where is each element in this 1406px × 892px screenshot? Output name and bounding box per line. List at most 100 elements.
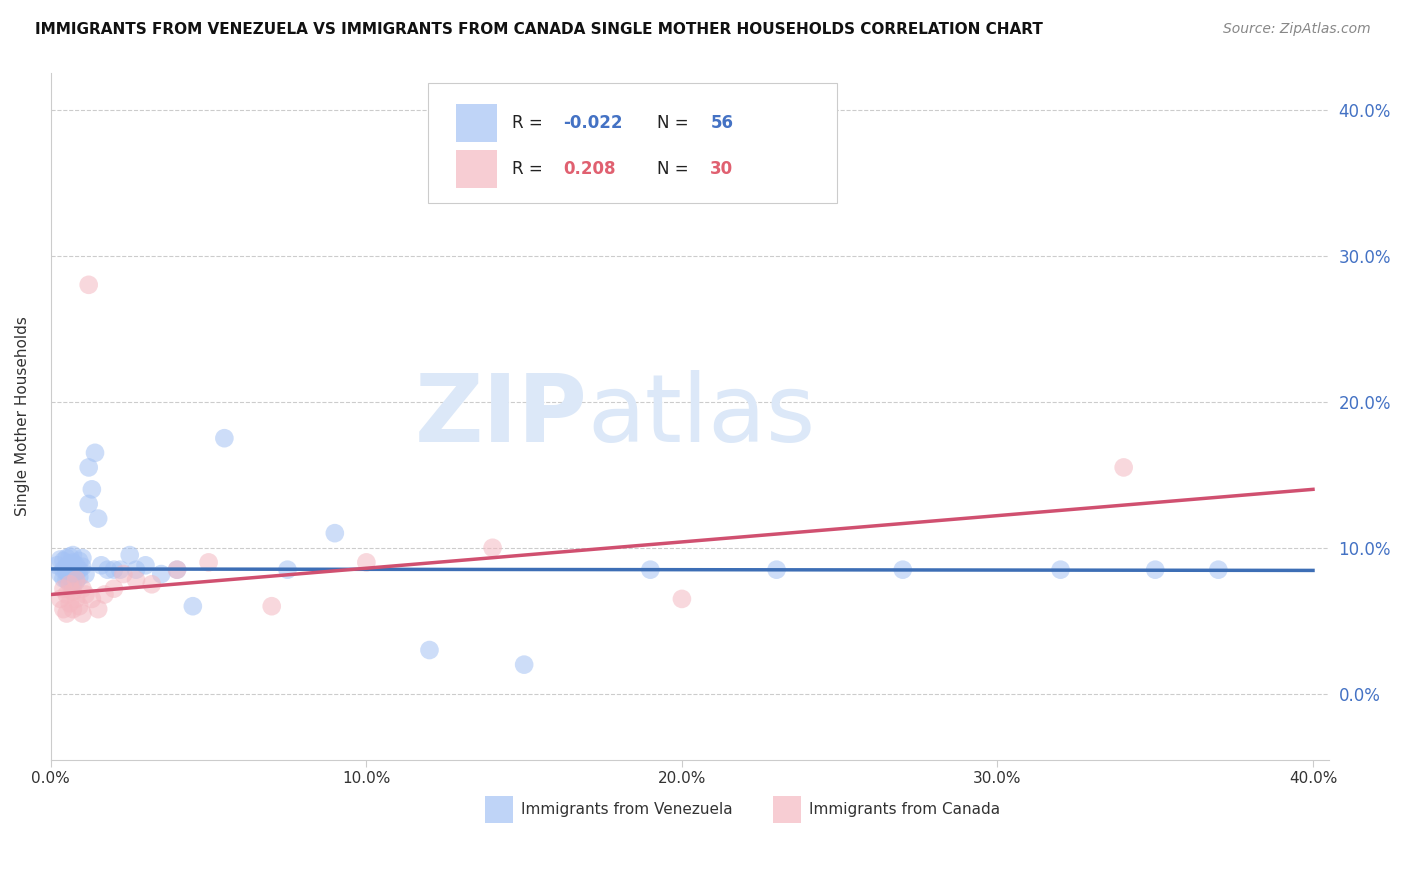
Point [55, 566, 77, 580]
Point [46, 558, 69, 573]
Point [1049, 563, 1071, 577]
Point [112, 567, 135, 582]
Point [75, 567, 97, 582]
Text: -0.022: -0.022 [564, 114, 623, 132]
Point [59, 557, 82, 571]
Text: N =: N = [657, 114, 693, 132]
Point [77, 497, 100, 511]
Point [197, 555, 219, 569]
FancyBboxPatch shape [427, 83, 837, 203]
Point [97, 563, 120, 577]
Point [65, 591, 87, 606]
Point [118, 548, 141, 562]
Point [103, 582, 125, 596]
Point [323, 526, 346, 541]
Point [671, 591, 693, 606]
Point [67, 563, 90, 577]
FancyBboxPatch shape [773, 796, 801, 823]
Point [166, 563, 188, 577]
Point [87, 602, 110, 616]
Point [62, 602, 84, 616]
Point [72, 559, 94, 574]
Point [80, 591, 103, 606]
Point [65, 574, 87, 589]
Point [49, 567, 72, 582]
Point [52, 563, 75, 577]
Point [59, 549, 82, 564]
Point [52, 554, 75, 568]
Point [55, 607, 77, 621]
Point [72, 607, 94, 621]
Text: Source: ZipAtlas.com: Source: ZipAtlas.com [1223, 22, 1371, 37]
Point [84, 446, 107, 460]
Point [80, 483, 103, 497]
Point [75, 588, 97, 602]
Point [62, 548, 84, 562]
Point [166, 563, 188, 577]
Point [72, 551, 94, 566]
Point [65, 566, 87, 580]
Point [62, 561, 84, 575]
Point [55, 551, 77, 566]
Point [110, 563, 132, 577]
Point [49, 591, 72, 606]
Point [214, 431, 236, 445]
Point [260, 599, 283, 614]
Text: 0.208: 0.208 [564, 160, 616, 178]
Point [67, 554, 90, 568]
Point [1144, 563, 1167, 577]
Point [765, 563, 787, 577]
Point [77, 460, 100, 475]
Point [65, 573, 87, 587]
Text: R =: R = [512, 114, 548, 132]
Point [59, 564, 82, 578]
Point [891, 563, 914, 577]
Point [276, 563, 298, 577]
Text: Immigrants from Venezuela: Immigrants from Venezuela [522, 802, 733, 817]
Text: ZIP: ZIP [415, 370, 588, 462]
Point [52, 571, 75, 585]
Point [125, 573, 148, 587]
Point [59, 570, 82, 584]
Point [65, 558, 87, 573]
Point [90, 558, 112, 573]
Text: IMMIGRANTS FROM VENEZUELA VS IMMIGRANTS FROM CANADA SINGLE MOTHER HOUSEHOLDS COR: IMMIGRANTS FROM VENEZUELA VS IMMIGRANTS … [35, 22, 1043, 37]
Point [49, 552, 72, 566]
Point [77, 277, 100, 292]
Point [418, 643, 440, 657]
Point [181, 599, 204, 614]
Point [62, 584, 84, 599]
Point [55, 559, 77, 574]
Point [125, 563, 148, 577]
Point [59, 577, 82, 591]
FancyBboxPatch shape [456, 104, 496, 142]
FancyBboxPatch shape [456, 150, 496, 188]
Point [67, 570, 90, 584]
Point [55, 561, 77, 575]
Text: Immigrants from Canada: Immigrants from Canada [808, 802, 1000, 817]
Point [59, 596, 82, 610]
Text: 56: 56 [710, 114, 734, 132]
FancyBboxPatch shape [485, 796, 513, 823]
Point [55, 588, 77, 602]
Point [55, 573, 77, 587]
Point [62, 568, 84, 582]
Point [640, 563, 662, 577]
Text: R =: R = [512, 160, 548, 178]
Point [1208, 563, 1230, 577]
Point [52, 582, 75, 596]
Point [103, 563, 125, 577]
Point [513, 657, 536, 672]
Point [481, 541, 503, 555]
Point [356, 555, 378, 569]
Y-axis label: Single Mother Households: Single Mother Households [15, 317, 30, 516]
Point [62, 555, 84, 569]
Point [1112, 460, 1135, 475]
Point [72, 582, 94, 596]
Point [141, 577, 163, 591]
Point [93, 588, 115, 602]
Text: 30: 30 [710, 160, 734, 178]
Point [150, 567, 173, 582]
Text: atlas: atlas [588, 370, 815, 462]
Point [59, 575, 82, 590]
